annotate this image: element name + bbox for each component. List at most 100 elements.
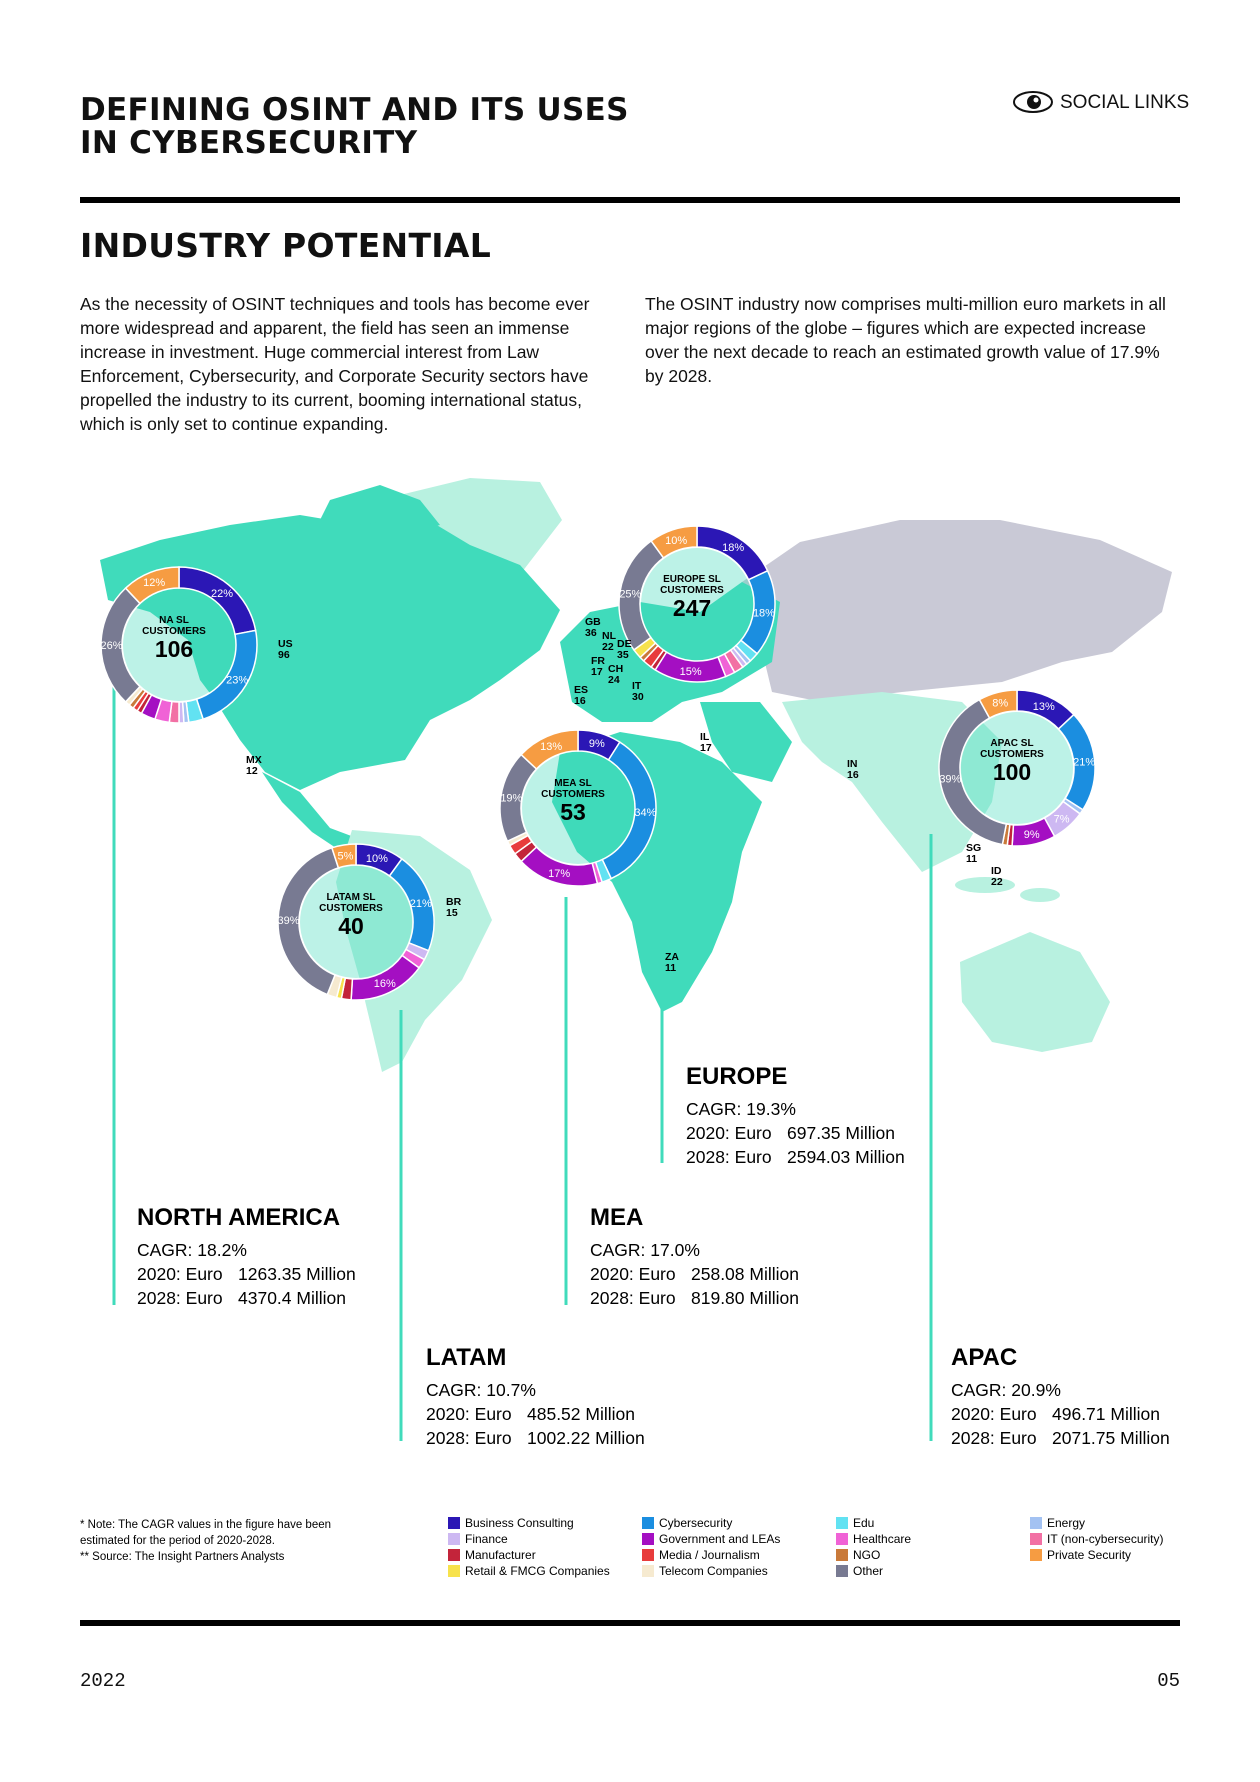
donut-total: 100 (993, 759, 1031, 785)
value-label: 8% (992, 698, 1008, 710)
donut-total: 247 (673, 595, 711, 621)
value-label: 10% (366, 853, 388, 865)
legend-swatch (448, 1549, 460, 1561)
value-label: 21% (410, 898, 432, 910)
divider (80, 197, 1180, 203)
value-label: 9% (1024, 829, 1040, 841)
value-label: 21% (1073, 757, 1095, 769)
country-code: IT (632, 680, 642, 692)
country-code: IN (847, 758, 858, 770)
note: estimated for the period of 2020-2028. (80, 1535, 275, 1547)
region-value: 1263.35 Million (238, 1264, 356, 1284)
world-map (100, 478, 1172, 1072)
value-label: 10% (665, 535, 687, 547)
donut-segment (330, 843, 357, 869)
region-value: 2594.03 Million (787, 1147, 905, 1167)
value-label: 39% (278, 915, 300, 927)
region-stats: NORTH AMERICA CAGR: 18.2% 2020: Euro 1263.3… (137, 1063, 1170, 1448)
region-year: 2020: Euro (951, 1404, 1037, 1424)
region-cagr: CAGR: 19.3% (686, 1099, 796, 1119)
page-number: 05 (1157, 1670, 1180, 1692)
value-label: 12% (143, 577, 165, 589)
note: ** Source: The Insight Partners Analysts (80, 1551, 285, 1563)
country-code: ES (574, 684, 588, 696)
region-value: 2071.75 Million (1052, 1428, 1170, 1448)
donut-total: 106 (155, 636, 193, 662)
country-code: US (278, 638, 293, 650)
region-value: 258.08 Million (691, 1264, 799, 1284)
legend-swatch (1030, 1533, 1042, 1545)
legend-swatch (642, 1517, 654, 1529)
legend-label: Healthcare (853, 1532, 911, 1546)
region-year: 2028: Euro (951, 1428, 1037, 1448)
legend-label: Government and LEAs (659, 1532, 780, 1546)
country-value: 36 (585, 627, 597, 639)
region-name: NORTH AMERICA (137, 1204, 340, 1231)
legend-swatch (642, 1549, 654, 1561)
section-title: INDUSTRY POTENTIAL (80, 226, 492, 265)
region-name: MEA (590, 1204, 643, 1231)
legend: Business Consulting Finance Manufacturer Re… (448, 1516, 1163, 1578)
value-label: 39% (939, 774, 961, 786)
legend-label: NGO (853, 1548, 880, 1562)
value-label: 9% (589, 738, 605, 750)
value-label: 22% (211, 588, 233, 600)
donut-segment (124, 566, 180, 605)
legend-label: Energy (1047, 1516, 1085, 1530)
notes: * Note: The CAGR values in the figure ha… (80, 1519, 331, 1563)
region-cagr: CAGR: 18.2% (137, 1240, 247, 1260)
donut-hole (123, 589, 235, 701)
value-label: 26% (100, 640, 122, 652)
value-label: 5% (337, 850, 353, 862)
value-label: 18% (753, 607, 775, 619)
legend-swatch (836, 1533, 848, 1545)
donut-region: EUROPE SL (663, 574, 721, 585)
connectors (112, 681, 933, 1441)
donut-hole (641, 548, 753, 660)
value-label: 23% (226, 674, 248, 686)
legend-label: IT (non-cybersecurity) (1047, 1532, 1163, 1546)
value-label: 18% (722, 542, 744, 554)
country-code: SG (966, 842, 981, 854)
legend-swatch (448, 1533, 460, 1545)
country-value: 24 (608, 674, 620, 686)
donut-caption: CUSTOMERS (319, 903, 383, 914)
donut-caption: CUSTOMERS (660, 585, 724, 596)
value-label: 13% (540, 741, 562, 753)
value-label: 25% (619, 588, 641, 600)
region-year: 2028: Euro (137, 1288, 223, 1308)
region-cagr: CAGR: 17.0% (590, 1240, 700, 1260)
country-value: 30 (632, 691, 644, 703)
region-value: 485.52 Million (527, 1404, 635, 1424)
country-code: BR (446, 896, 462, 908)
country-code: CH (608, 663, 623, 675)
region-name: APAC (951, 1344, 1017, 1371)
country-value: 17 (591, 666, 603, 678)
region-value: 4370.4 Million (238, 1288, 346, 1308)
region-value: 697.35 Million (787, 1123, 895, 1143)
donut-region: MEA SL (554, 778, 591, 789)
region-value: 1002.22 Million (527, 1428, 645, 1448)
legend-label: Business Consulting (465, 1516, 574, 1530)
region-value: 496.71 Million (1052, 1404, 1160, 1424)
value-label: 19% (500, 792, 522, 804)
region-name: EUROPE (686, 1063, 787, 1090)
legend-swatch (836, 1549, 848, 1561)
donut-region: APAC SL (990, 738, 1033, 749)
region-cagr: CAGR: 20.9% (951, 1380, 1061, 1400)
country-value: 17 (700, 742, 712, 754)
page-title: DEFINING OSINT AND ITS USES IN CYBERSECUR… (80, 94, 629, 160)
country-value: 15 (446, 907, 458, 919)
country-code: ZA (665, 951, 679, 963)
region-year: 2020: Euro (590, 1264, 676, 1284)
title-line: DEFINING OSINT AND ITS USES (80, 92, 629, 128)
divider (80, 1620, 1180, 1626)
country-code: NL (602, 630, 617, 642)
legend-swatch (642, 1533, 654, 1545)
donut-segment (650, 525, 698, 559)
legend-label: Edu (853, 1516, 874, 1530)
country-value: 96 (278, 649, 290, 661)
legend-swatch (836, 1565, 848, 1577)
value-label: 15% (680, 666, 702, 678)
